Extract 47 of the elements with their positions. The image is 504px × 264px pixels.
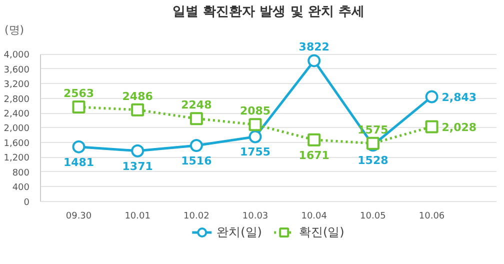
x-tick-label: 10.06 <box>418 211 445 222</box>
point <box>425 90 438 104</box>
y-tick-label: 800 <box>12 168 30 178</box>
y-tick-label: 3,600 <box>4 65 30 76</box>
x-tick-label: 10.02 <box>184 211 210 222</box>
point <box>190 112 203 126</box>
data-label: 2085 <box>240 104 271 118</box>
point <box>248 118 262 132</box>
point <box>248 130 262 144</box>
x-tick-label: 10.03 <box>242 211 268 222</box>
data-label: 1481 <box>63 156 94 169</box>
data-label: 3822 <box>298 40 330 54</box>
data-label: 1528 <box>358 154 388 168</box>
data-label: 2486 <box>122 90 154 103</box>
point <box>425 120 438 134</box>
data-label: 2,843 <box>442 91 477 104</box>
data-label: 2563 <box>63 87 94 100</box>
y-tick-label: 1,200 <box>4 154 30 164</box>
y-tick-label: 0 <box>24 198 30 208</box>
chart-title: 일별 확진환자 발생 및 완치 추세 <box>172 4 364 20</box>
data-label: 1516 <box>181 154 212 168</box>
data-label: 1671 <box>298 148 330 162</box>
y-tick-label: 4,000 <box>4 50 30 61</box>
data-label: 1755 <box>240 146 271 159</box>
data-label: 1371 <box>122 160 153 173</box>
data-label: 2,028 <box>442 121 477 134</box>
point <box>131 144 144 158</box>
y-tick-label: 3,200 <box>4 80 30 90</box>
point <box>72 100 86 114</box>
y-tick-label: 2,000 <box>4 124 30 134</box>
x-tick-label: 10.01 <box>124 211 150 222</box>
y-tick-label: 1,600 <box>4 138 30 149</box>
y-tick-label: 2,400 <box>4 110 30 120</box>
point <box>308 133 321 146</box>
point <box>131 103 144 116</box>
y-tick-label: 2,800 <box>4 94 30 105</box>
x-tick-label: 10.05 <box>360 211 386 222</box>
point <box>72 140 86 154</box>
y-tick-label: 400 <box>12 183 30 194</box>
point <box>308 54 321 68</box>
y-axis-title: (명) <box>4 24 24 36</box>
legend-label: 완치(일) <box>216 224 262 240</box>
x-tick-label: 10.04 <box>301 211 328 222</box>
point <box>190 139 203 152</box>
legend-label: 확진(일) <box>299 224 344 240</box>
x-tick-label: 09.30 <box>66 211 92 222</box>
data-label: 2248 <box>181 98 212 112</box>
